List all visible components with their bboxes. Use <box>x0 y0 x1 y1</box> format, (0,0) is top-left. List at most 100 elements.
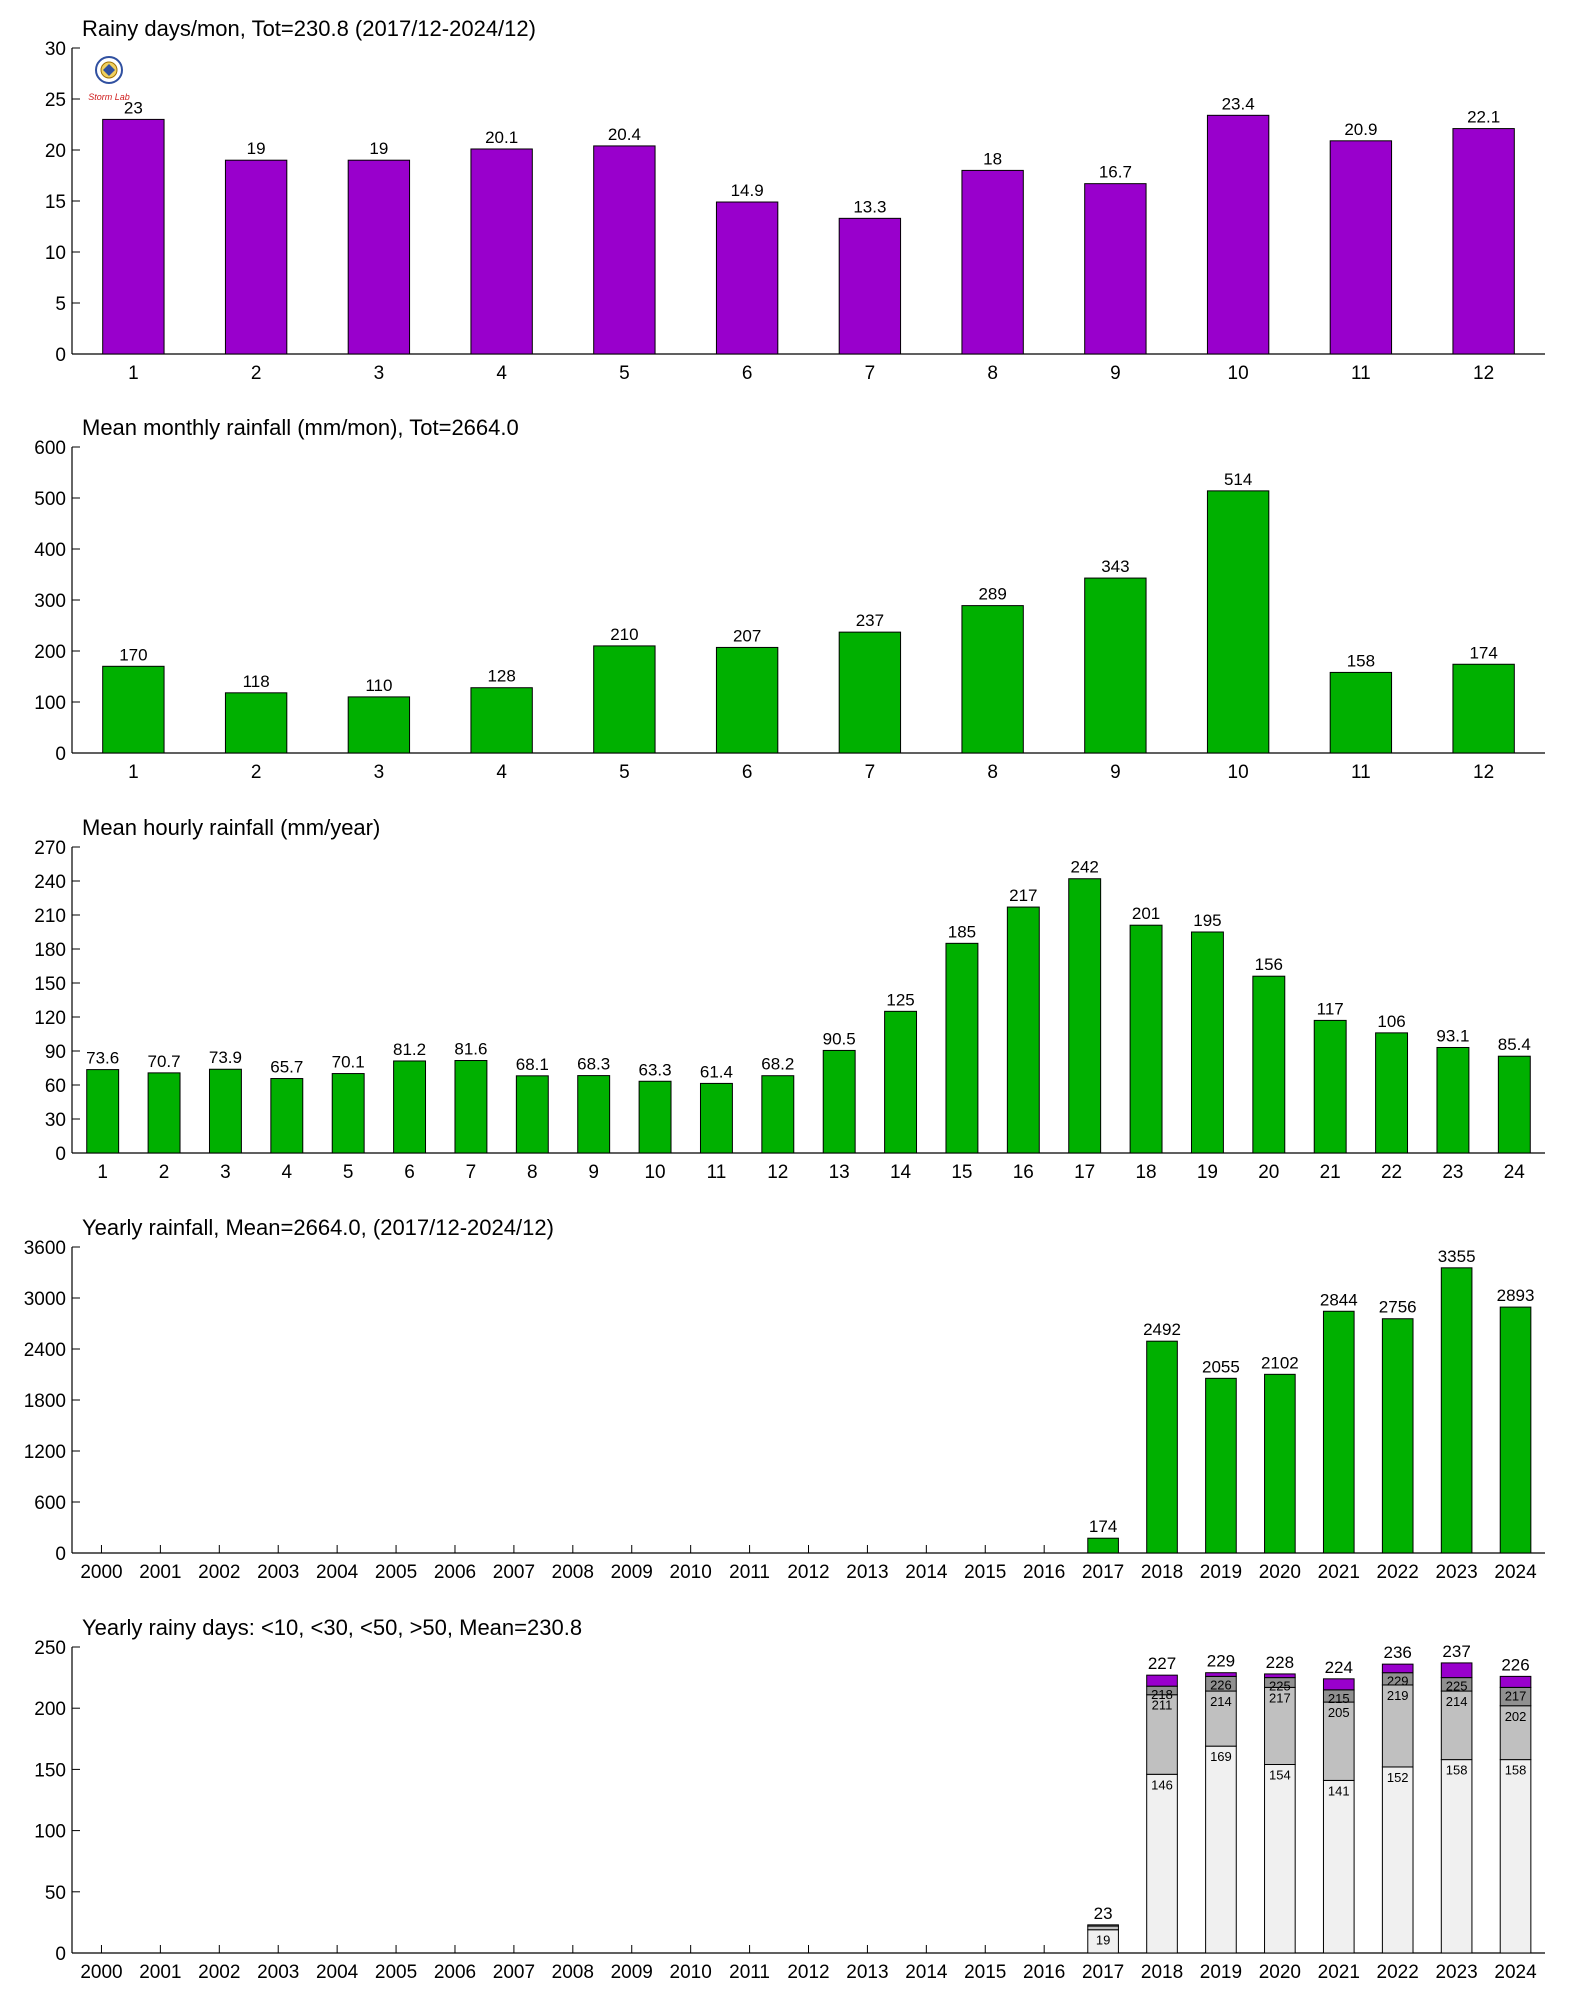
bar <box>1146 1340 1178 1554</box>
x-tick-label: 1 <box>128 762 139 783</box>
x-tick-label: 2012 <box>787 1962 829 1983</box>
bar <box>515 1075 549 1154</box>
data-label: 2844 <box>1320 1290 1358 1309</box>
data-label: 14.9 <box>731 181 764 200</box>
bar <box>1381 1318 1414 1554</box>
x-tick-label: 2021 <box>1318 1562 1360 1583</box>
data-label: 110 <box>365 676 392 695</box>
x-tick-label: 4 <box>496 363 507 384</box>
data-label: 68.3 <box>577 1055 610 1074</box>
y-tick-label: 0 <box>55 1144 66 1165</box>
segment-label: 226 <box>1210 1677 1232 1692</box>
x-tick-label: 2011 <box>729 1562 770 1583</box>
y-tick-label: 0 <box>55 345 66 366</box>
bar <box>838 631 902 754</box>
data-label: 229 <box>1207 1652 1235 1671</box>
x-tick-label: 23 <box>1442 1162 1463 1183</box>
stacked-segment-lt30 <box>1322 1701 1355 1781</box>
bar <box>102 118 165 355</box>
bar <box>224 692 288 754</box>
x-tick-label: 2000 <box>80 1962 122 1983</box>
stacked-segment-lt10 <box>1264 1764 1296 1954</box>
bar <box>1497 1055 1531 1154</box>
data-label: 20.4 <box>608 125 641 144</box>
x-tick-label: 2004 <box>316 1562 359 1583</box>
bar <box>715 201 779 355</box>
segment-label: 154 <box>1269 1768 1291 1783</box>
x-tick-label: 9 <box>1110 363 1121 384</box>
bar <box>393 1060 427 1154</box>
bar <box>838 217 902 355</box>
data-label: 20.9 <box>1344 120 1377 139</box>
x-tick-label: 5 <box>619 762 630 783</box>
segment-label: 146 <box>1151 1777 1173 1792</box>
x-tick-label: 2022 <box>1377 1562 1419 1583</box>
x-tick-label: 2002 <box>198 1962 240 1983</box>
bar <box>1452 128 1515 355</box>
data-label: 18 <box>983 149 1002 168</box>
y-tick-label: 90 <box>45 1042 66 1063</box>
stacked-segment-lt30 <box>1205 1690 1237 1747</box>
y-tick-label: 300 <box>34 591 66 612</box>
x-tick-label: 2012 <box>787 1562 829 1583</box>
segment-label: 141 <box>1328 1783 1350 1798</box>
bar <box>224 159 288 355</box>
stacked-segment-lt10 <box>1322 1779 1355 1954</box>
x-tick-label: 2005 <box>375 1562 417 1583</box>
data-label: 13.3 <box>853 197 886 216</box>
chart-title: Mean monthly rainfall (mm/mon), Tot=2664… <box>82 415 519 440</box>
stacked-segment-lt50 <box>1087 1924 1119 1927</box>
data-label: 2102 <box>1261 1353 1299 1372</box>
data-label: 3355 <box>1438 1247 1476 1266</box>
x-tick-label: 2018 <box>1141 1562 1183 1583</box>
segment-label: 158 <box>1505 1763 1527 1778</box>
x-tick-label: 2008 <box>552 1962 594 1983</box>
bar <box>147 1072 181 1154</box>
x-tick-label: 2019 <box>1200 1562 1242 1583</box>
bar <box>86 1069 120 1154</box>
data-label: 156 <box>1255 955 1283 974</box>
stacked-segment-total <box>1264 1673 1296 1679</box>
y-tick-label: 200 <box>34 1699 66 1720</box>
x-tick-label: 21 <box>1320 1162 1341 1183</box>
y-tick-label: 25 <box>45 90 66 111</box>
y-tick-label: 250 <box>34 1638 66 1659</box>
x-tick-label: 2006 <box>434 1562 476 1583</box>
bar <box>1499 1306 1532 1554</box>
segment-label: 215 <box>1328 1691 1350 1706</box>
chart-panel-2: Mean monthly rainfall (mm/mon), Tot=2664… <box>34 415 1545 783</box>
data-label: 20.1 <box>485 128 518 147</box>
bar <box>593 145 656 355</box>
data-label: 343 <box>1101 557 1129 576</box>
y-tick-label: 5 <box>55 294 66 315</box>
stacked-segment-lt30 <box>1499 1705 1532 1761</box>
x-tick-label: 12 <box>1473 762 1494 783</box>
bar <box>961 605 1024 754</box>
segment-label: 202 <box>1505 1709 1527 1724</box>
data-label: 236 <box>1384 1643 1412 1662</box>
data-label: 19 <box>247 139 266 158</box>
stacked-segment-lt30 <box>1146 1694 1178 1775</box>
y-tick-label: 15 <box>45 192 66 213</box>
bar <box>945 942 979 1154</box>
bar <box>270 1078 304 1154</box>
x-tick-label: 1 <box>128 363 139 384</box>
x-tick-label: 2020 <box>1259 1962 1301 1983</box>
data-label: 227 <box>1148 1654 1176 1673</box>
x-tick-label: 2013 <box>846 1562 888 1583</box>
bar <box>1313 1019 1347 1154</box>
data-label: 22.1 <box>1467 108 1500 127</box>
stacked-segment-lt30 <box>1381 1684 1414 1768</box>
stacked-segment-total <box>1322 1678 1355 1691</box>
segment-label: 225 <box>1269 1679 1291 1694</box>
x-tick-label: 17 <box>1074 1162 1095 1183</box>
segment-label: 225 <box>1446 1679 1468 1694</box>
chart-panel-4: Yearly rainfall, Mean=2664.0, (2017/12-2… <box>24 1215 1545 1583</box>
segment-label: 229 <box>1387 1674 1409 1689</box>
stacked-segment-total <box>1499 1675 1532 1688</box>
segment-label: 205 <box>1328 1705 1350 1720</box>
segment-label: 219 <box>1387 1688 1409 1703</box>
bar <box>761 1075 795 1154</box>
stacked-segment-lt30 <box>1087 1925 1119 1931</box>
x-tick-label: 2016 <box>1023 1562 1065 1583</box>
